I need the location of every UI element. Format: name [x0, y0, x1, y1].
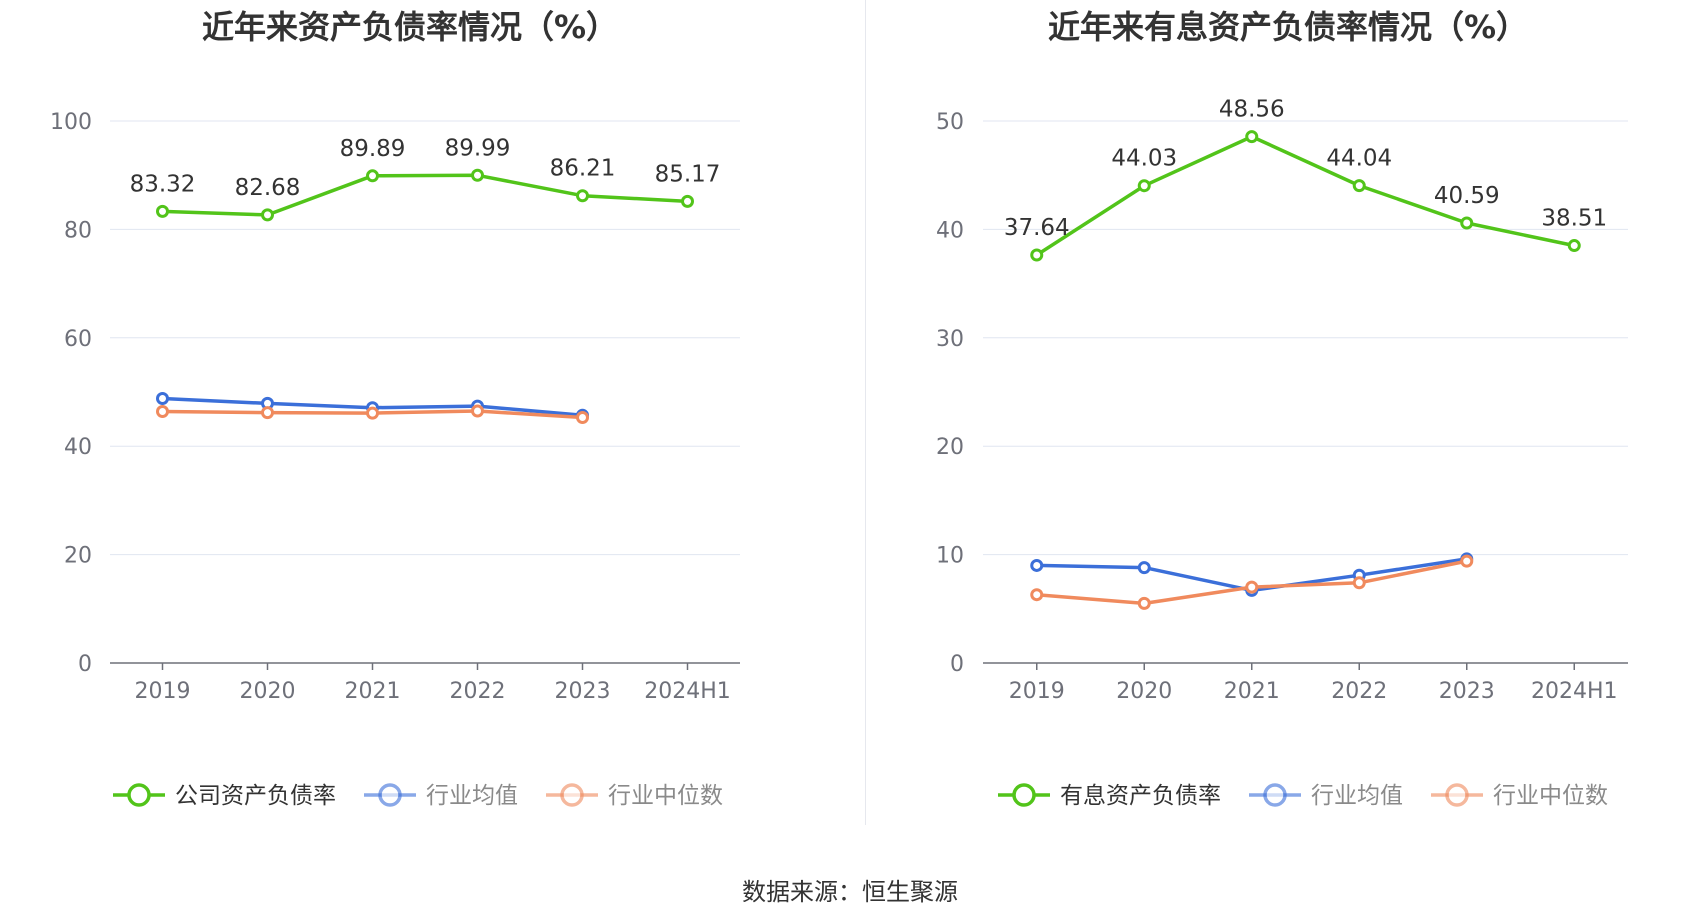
data-source: 数据来源：恒生聚源 [742, 878, 958, 906]
data-point[interactable] [1030, 248, 1044, 262]
series-2 [156, 404, 589, 424]
data-point[interactable] [1352, 179, 1366, 193]
legend-item[interactable]: 有息资产负债率 [998, 783, 1221, 809]
x-tick-label: 2023 [555, 679, 611, 704]
data-point[interactable] [261, 208, 274, 222]
y-tick-label: 80 [64, 218, 92, 243]
data-point[interactable] [576, 189, 589, 203]
right-chart-panel: 近年来有息资产负债率情况（%） 0 10 20 30 40 50 2019 2020 2021 20… [866, 0, 1700, 830]
data-point[interactable] [366, 169, 379, 183]
legend-item[interactable]: 行业均值 [364, 783, 518, 809]
data-label: 44.04 [1326, 146, 1392, 172]
series-0: 37.64 44.03 48.56 44.04 40.59 38.51 [1004, 97, 1607, 262]
x-tick-label: 2020 [1116, 679, 1172, 704]
data-point[interactable] [1567, 239, 1581, 253]
data-point[interactable] [1245, 580, 1259, 594]
legend-item[interactable]: 行业中位数 [546, 783, 723, 809]
x-tick-label: 2022 [450, 679, 506, 704]
data-point[interactable] [366, 406, 379, 420]
series-line [1035, 134, 1575, 257]
x-tick-label: 2022 [1331, 679, 1387, 704]
y-tick-label: 40 [936, 218, 964, 243]
legend-marker [560, 783, 584, 807]
legend-label: 行业均值 [1311, 783, 1403, 809]
legend-label: 行业均值 [426, 783, 518, 809]
data-label: 37.64 [1004, 215, 1070, 241]
legend-marker [1263, 783, 1287, 807]
legend-label: 行业中位数 [608, 783, 723, 809]
data-point[interactable] [156, 392, 169, 406]
y-tick-label: 30 [936, 327, 964, 352]
chart-title: 近年来有息资产负债率情况（%） [1048, 8, 1528, 46]
data-point[interactable] [1245, 130, 1259, 144]
chart-title: 近年来资产负债率情况（%） [202, 8, 618, 46]
data-point[interactable] [576, 410, 589, 424]
y-tick-label: 100 [50, 110, 92, 135]
interest-bearing-debt-ratio-chart: 近年来有息资产负债率情况（%） 0 10 20 30 40 50 2019 2020 2021 20… [936, 8, 1628, 809]
legend-item[interactable]: 行业中位数 [1431, 783, 1608, 809]
debt-ratio-chart: 近年来资产负债率情况（%） 0 20 40 60 80 100 2019 2020 2021 202… [50, 8, 740, 809]
x-tick-label: 2019 [1009, 679, 1065, 704]
y-tick-label: 20 [64, 544, 92, 569]
legend: 公司资产负债率 行业均值 行业中位数 [113, 783, 723, 809]
legend-item[interactable]: 行业均值 [1249, 783, 1403, 809]
x-tick-label: 2021 [1224, 679, 1280, 704]
legend-marker [378, 783, 402, 807]
legend: 有息资产负债率 行业均值 行业中位数 [998, 783, 1608, 809]
legend-label: 行业中位数 [1493, 783, 1608, 809]
y-tick-label: 40 [64, 435, 92, 460]
series-0: 83.32 82.68 89.89 89.99 86.21 85.17 [130, 135, 721, 222]
x-tick-label: 2024H1 [644, 679, 731, 704]
x-tick-label: 2020 [240, 679, 296, 704]
data-point[interactable] [156, 204, 169, 218]
data-label: 83.32 [130, 171, 196, 197]
series-line [162, 173, 688, 217]
y-tick-label: 20 [936, 435, 964, 460]
y-tick-label: 60 [64, 327, 92, 352]
data-label: 44.03 [1111, 146, 1177, 172]
x-tick-label: 2019 [135, 679, 191, 704]
data-point[interactable] [1030, 588, 1044, 602]
legend-item[interactable]: 公司资产负债率 [113, 783, 336, 809]
data-point[interactable] [1352, 576, 1366, 590]
legend-label: 有息资产负债率 [1060, 783, 1221, 809]
y-tick-label: 0 [78, 652, 92, 677]
x-tick-label: 2023 [1439, 679, 1495, 704]
y-tick-label: 10 [936, 544, 964, 569]
legend-label: 公司资产负债率 [175, 783, 336, 809]
data-point[interactable] [471, 168, 484, 182]
left-chart-panel: 近年来资产负债率情况（%） 0 20 40 60 80 100 2019 2020 2021 202… [0, 0, 865, 830]
panel-divider [865, 0, 866, 825]
data-label: 86.21 [550, 156, 616, 182]
legend-marker [1012, 783, 1036, 807]
legend-marker [127, 783, 151, 807]
data-point[interactable] [1137, 179, 1151, 193]
data-point[interactable] [1460, 216, 1474, 230]
x-tick-label: 2024H1 [1531, 679, 1618, 704]
data-label: 40.59 [1434, 183, 1500, 209]
legend-marker [1445, 783, 1469, 807]
data-label: 38.51 [1541, 206, 1607, 232]
data-label: 89.99 [445, 135, 511, 161]
x-tick-label: 2021 [345, 679, 401, 704]
data-label: 85.17 [655, 161, 721, 187]
data-label: 48.56 [1219, 97, 1285, 123]
data-point[interactable] [1137, 596, 1151, 610]
data-label: 82.68 [235, 175, 301, 201]
data-point[interactable] [1137, 561, 1151, 575]
series-2 [1030, 554, 1474, 610]
data-point[interactable] [681, 194, 694, 208]
data-label: 89.89 [340, 136, 406, 162]
y-tick-label: 0 [950, 652, 964, 677]
y-tick-label: 50 [936, 110, 964, 135]
data-point[interactable] [1030, 558, 1044, 572]
data-point[interactable] [156, 405, 169, 419]
data-point[interactable] [1460, 554, 1474, 568]
data-point[interactable] [471, 404, 484, 418]
data-point[interactable] [261, 406, 274, 420]
